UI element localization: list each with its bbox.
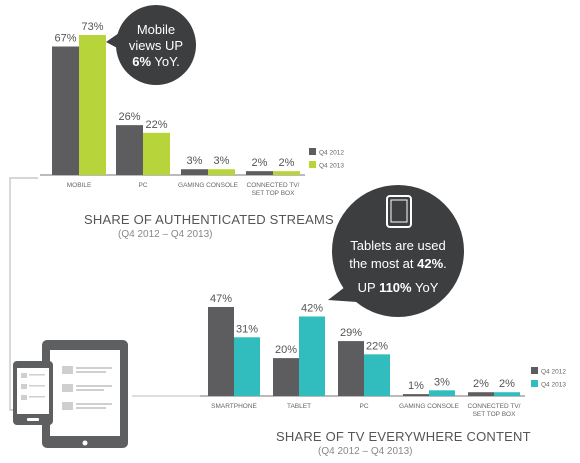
tablets-callout-line3-pre: UP — [357, 280, 380, 295]
bar-content-q4-2012-2 — [338, 341, 364, 396]
data-label: 47% — [210, 293, 232, 305]
data-label: 22% — [366, 340, 388, 352]
category-label: CONNECTED TV/ — [247, 182, 300, 189]
bar-streams-q4-2013-3 — [273, 171, 300, 175]
tablets-callout-line2-pre: the most at — [349, 256, 418, 271]
category-label: CONNECTED TV/ — [468, 403, 521, 410]
bar-streams-q4-2012-3 — [246, 171, 273, 175]
bar-streams-q4-2013-0 — [79, 35, 106, 175]
category-label: SET TOP BOX — [252, 190, 296, 197]
data-label: 67% — [54, 33, 76, 45]
data-label: 22% — [145, 119, 167, 131]
data-label: 20% — [275, 344, 297, 356]
legend-label: Q4 2012 — [541, 369, 566, 376]
category-label: GAMING CONSOLE — [178, 182, 239, 189]
mobile-callout-line1: Mobile — [136, 22, 176, 37]
bar-streams-q4-2013-1 — [143, 132, 170, 175]
bar-streams-q4-2013-2 — [208, 169, 235, 175]
bar-content-q4-2013-1 — [299, 316, 325, 396]
bar-streams-q4-2012-0 — [52, 46, 79, 175]
legend-label: Q4 2013 — [319, 163, 344, 170]
legend-label: Q4 2012 — [319, 150, 344, 157]
tablets-callout-line3-post: YoY — [411, 280, 439, 295]
chart1-title: SHARE OF AUTHENTICATED STREAMS — [84, 212, 334, 227]
tablets-callout-line3: UP 110% YoY — [340, 279, 456, 297]
mobile-callout-text: Mobile views UP 6% YoY. — [118, 22, 194, 70]
bar-content-q4-2012-0 — [208, 307, 234, 396]
chart-authenticated-streams: 67% 73% MOBILE 26% 22% PC 3% 3% GAMING CONSOLE 2%… — [40, 21, 344, 197]
data-label: 2% — [499, 378, 515, 390]
legend-label: Q4 2013 — [541, 382, 566, 389]
chart2-title: SHARE OF TV EVERYWHERE CONTENT — [276, 429, 531, 444]
category-label: MOBILE — [67, 182, 92, 189]
category-label: SET TOP BOX — [473, 411, 517, 418]
data-label: 3% — [214, 155, 230, 167]
legend-swatch — [531, 367, 538, 374]
bar-content-q4-2012-4 — [468, 392, 494, 396]
tablets-callout-growth: 110% — [379, 280, 412, 295]
bar-streams-q4-2012-1 — [116, 125, 143, 175]
mobile-callout-line2: views UP — [128, 38, 184, 53]
legend-swatch — [309, 148, 316, 155]
bar-content-q4-2013-2 — [364, 354, 390, 396]
bar-content-q4-2012-1 — [273, 358, 299, 396]
data-label: 2% — [279, 157, 295, 169]
category-label: PC — [138, 182, 147, 189]
bar-content-q4-2013-0 — [234, 337, 260, 396]
data-label: 31% — [236, 323, 258, 335]
tablets-callout-line2: the most at 42%. — [340, 255, 456, 273]
mobile-callout-highlight: 6% — [132, 54, 152, 69]
tablets-callout-bubble — [328, 185, 464, 317]
tablet-with-phone-icon — [13, 340, 128, 448]
tablets-callout-highlight: 42% — [417, 256, 444, 271]
category-label: PC — [359, 403, 368, 410]
data-label: 73% — [81, 21, 103, 33]
data-label: 29% — [340, 327, 362, 339]
data-label: 42% — [301, 302, 323, 314]
legend-swatch — [309, 161, 316, 168]
mobile-callout-suffix: YoY. — [151, 54, 180, 69]
tablets-callout-line2-post: . — [443, 256, 447, 271]
data-label: 2% — [473, 378, 489, 390]
bar-content-q4-2012-3 — [403, 394, 429, 396]
tablet-icon — [386, 195, 412, 228]
chart1-subtitle: (Q4 2012 – Q4 2013) — [118, 229, 213, 240]
category-label: GAMING CONSOLE — [399, 403, 460, 410]
chart2-subtitle: (Q4 2012 – Q4 2013) — [318, 446, 413, 457]
data-label: 26% — [118, 111, 140, 123]
chart-tv-everywhere-content: 47% 31% SMARTPHONE 20% 42% TABLET 29% 22% PC 1% 3%… — [200, 293, 566, 418]
bar-content-q4-2013-3 — [429, 390, 455, 396]
data-label: 2% — [252, 157, 268, 169]
bar-streams-q4-2012-2 — [181, 169, 208, 175]
mobile-callout-bubble — [106, 5, 196, 85]
category-label: SMARTPHONE — [211, 403, 257, 410]
data-label: 1% — [408, 380, 424, 392]
mobile-callout-line3: 6% YoY. — [118, 54, 194, 70]
bar-content-q4-2013-4 — [494, 392, 520, 396]
tablets-callout-line1: Tablets are used — [350, 238, 446, 253]
data-label: 3% — [434, 376, 450, 388]
tablets-callout-text: Tablets are used the most at 42%. UP 110… — [340, 237, 456, 297]
data-label: 3% — [187, 155, 203, 167]
legend-swatch — [531, 380, 538, 387]
category-label: TABLET — [287, 403, 311, 410]
